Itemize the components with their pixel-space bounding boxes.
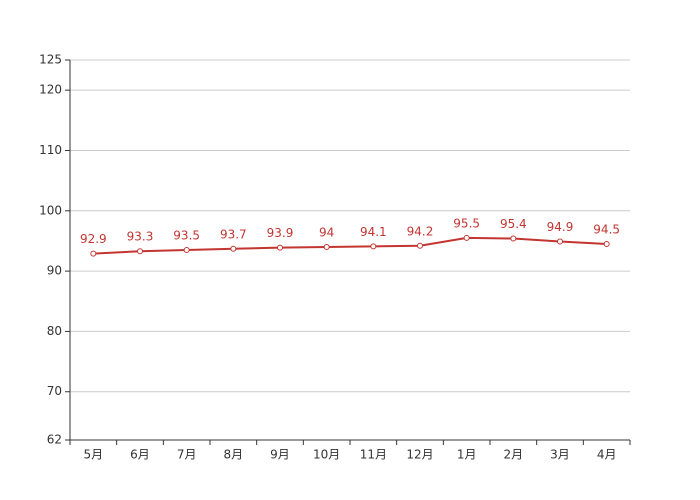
x-tick-label: 1月 [457, 448, 477, 462]
value-label: 92.9 [80, 232, 107, 246]
value-label: 95.5 [453, 216, 480, 230]
value-label: 94 [319, 225, 334, 239]
x-tick-label: 3月 [550, 448, 570, 462]
value-label: 93.7 [220, 227, 247, 241]
value-label: 95.4 [500, 217, 527, 231]
point [277, 244, 283, 251]
y-tick-label: 125 [39, 53, 62, 67]
y-tick-label: 62 [47, 433, 62, 447]
x-tick-label: 7月 [177, 448, 197, 462]
point [370, 243, 377, 250]
x-tick-label: 6月 [130, 448, 150, 462]
value-label: 93.3 [127, 230, 154, 244]
x-tick-label: 2月 [504, 448, 524, 462]
x-tick-label: 12月 [406, 448, 433, 462]
x-tick-label: 10月 [313, 448, 340, 462]
y-tick-label: 80 [47, 324, 62, 338]
value-label: 94.9 [547, 220, 574, 234]
y-tick-label: 70 [47, 384, 62, 398]
y-tick-label: 100 [39, 203, 62, 217]
point [230, 245, 237, 252]
x-tick-label: 4月 [597, 448, 617, 462]
point [90, 250, 97, 257]
x-tick-label: 11月 [360, 448, 387, 462]
value-label: 94.1 [360, 225, 387, 239]
point [183, 247, 190, 253]
value-label: 93.5 [173, 229, 200, 243]
x-tick-label: 8月 [224, 448, 244, 462]
y-tick-label: 90 [47, 264, 62, 278]
point [417, 242, 423, 249]
x-tick-label: 9月 [270, 448, 290, 462]
point [463, 234, 470, 241]
value-label: 94.5 [593, 222, 620, 236]
point [323, 243, 330, 250]
point [603, 240, 610, 247]
y-tick-label: 120 [39, 83, 62, 97]
point [557, 238, 563, 245]
y-tick-label: 110 [39, 143, 62, 157]
value-label: 94.2 [407, 224, 434, 238]
value-label: 93.9 [267, 226, 294, 240]
line [93, 236, 607, 255]
x-tick-label: 5月 [84, 448, 104, 462]
point [137, 248, 143, 255]
point [510, 235, 517, 242]
